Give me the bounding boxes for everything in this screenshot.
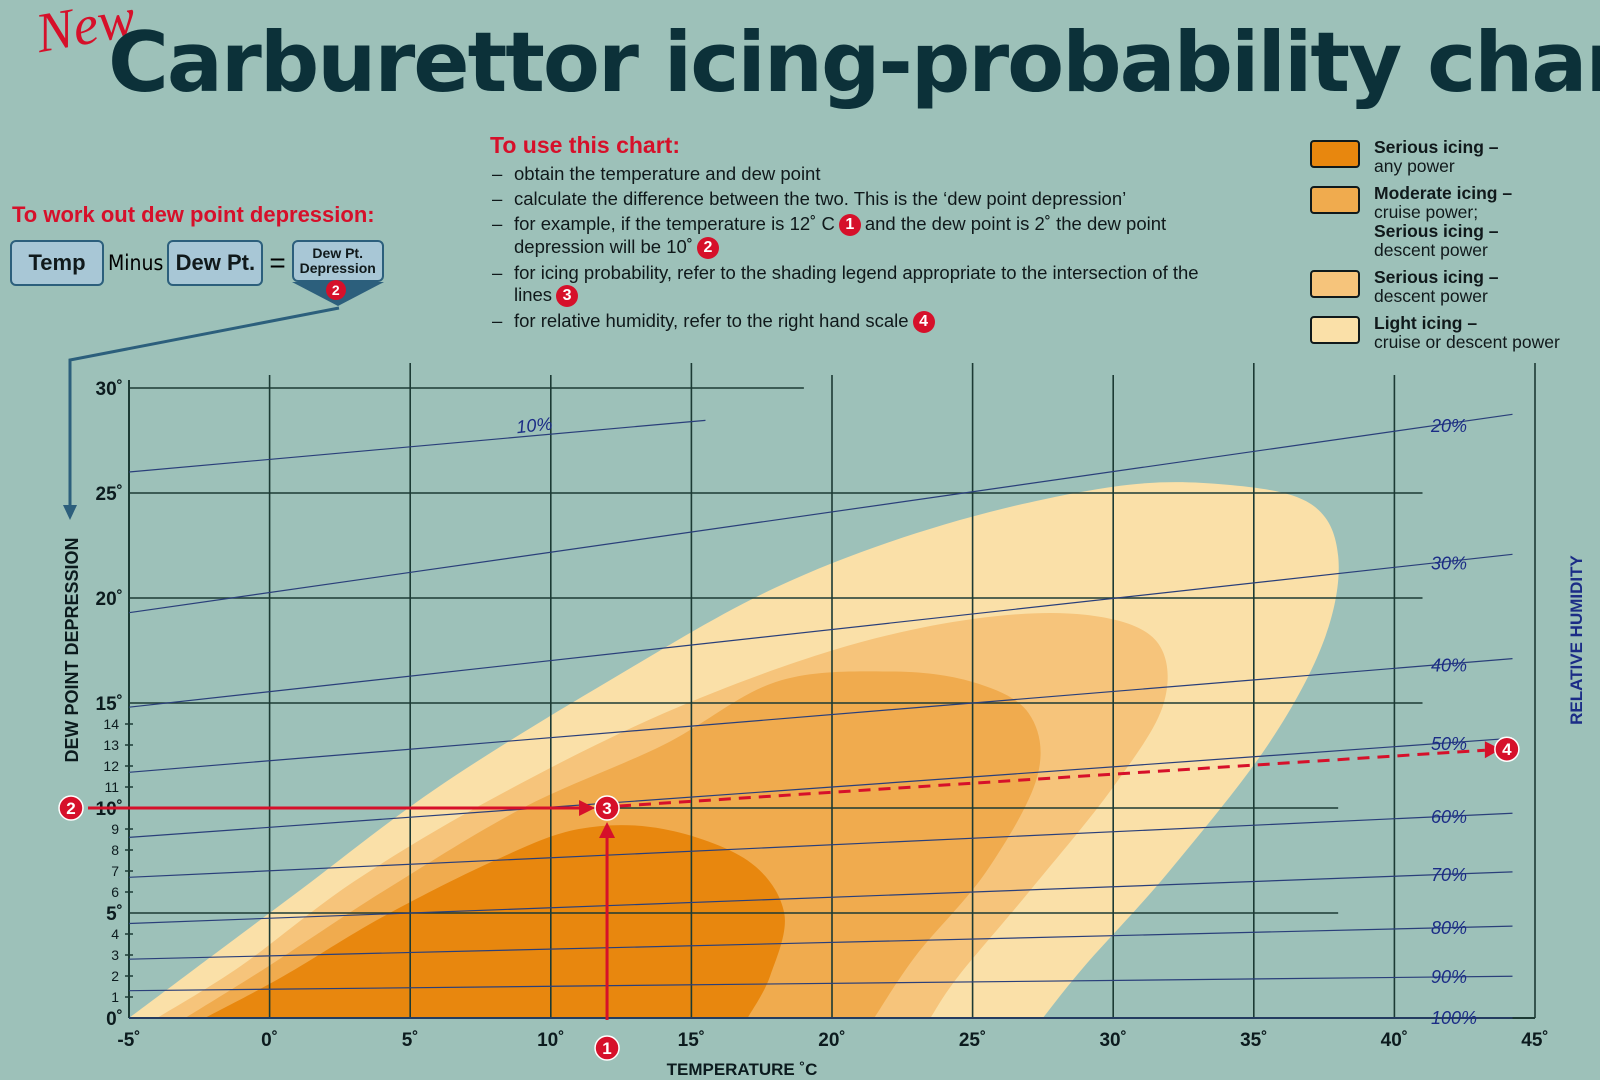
x-tick-label: 20˚ (818, 1030, 845, 1051)
instruction-item: for example, if the temperature is 12˚ C… (490, 213, 1210, 260)
y-tick-label: 15˚ (96, 694, 123, 715)
x-tick-label: 30˚ (1099, 1030, 1126, 1051)
humidity-label: 50% (1431, 734, 1467, 754)
y-tick-label: 30˚ (96, 379, 123, 400)
humidity-line (128, 419, 706, 473)
y-minor-tick-label: 4 (111, 926, 119, 942)
connector-arrowhead (63, 505, 77, 520)
instruction-item: obtain the temperature and dew point (490, 163, 1210, 185)
legend-item-light: Light icing – cruise or descent power (1310, 314, 1600, 352)
humidity-label: 40% (1431, 655, 1467, 675)
depression-connector (68, 306, 340, 510)
legend-item-moderate: Moderate icing – cruise power; Serious ici… (1310, 184, 1600, 260)
chart-marker-2 (58, 795, 84, 821)
y-minor-tick-label: 13 (103, 737, 119, 753)
dew-point-equation: Temp Minus Dew Pt. = Dew Pt. Depression … (10, 240, 384, 306)
depression-box: Dew Pt. Depression 2 (291, 240, 384, 306)
humidity-label: 10% (515, 414, 553, 438)
y-minor-tick-label: 1 (111, 989, 119, 1005)
humidity-line (128, 737, 1513, 838)
humidity-line (128, 413, 1513, 614)
humidity-label: 90% (1431, 967, 1467, 987)
humidity-line (128, 975, 1513, 992)
y-tick-label: 25˚ (96, 484, 123, 505)
y-tick-label: 0˚ (106, 1009, 123, 1030)
chart-marker-3 (594, 795, 620, 821)
marker-1: 1 (838, 214, 861, 237)
legend-swatch (1310, 270, 1360, 298)
x-tick-label: 15˚ (678, 1030, 705, 1051)
legend-swatch (1310, 316, 1360, 344)
y-minor-tick-label: 7 (111, 863, 119, 879)
y-tick-label: 5˚ (106, 904, 123, 925)
x-tick-label: 35˚ (1240, 1030, 1267, 1051)
humidity-label: 100% (1431, 1008, 1477, 1028)
y-minor-tick-label: 11 (104, 779, 119, 795)
y-minor-tick-label: 6 (111, 884, 119, 900)
humidity-label: 60% (1431, 807, 1467, 827)
chart-marker-2-label: 2 (66, 799, 75, 818)
minus-label: Minus (108, 251, 164, 275)
x-tick-label: -5˚ (117, 1030, 140, 1051)
y-minor-tick-label: 9 (111, 821, 119, 837)
example-right-arrowhead (579, 800, 596, 816)
humidity-label: 80% (1431, 918, 1467, 938)
dew-point-calc-heading: To work out dew point depression: (12, 202, 375, 227)
example-rh-line (618, 748, 1485, 808)
y-minor-tick-label: 8 (111, 842, 119, 858)
humidity-line (128, 553, 1513, 708)
dew-pt-box: Dew Pt. (167, 240, 264, 286)
x-tick-label: 10˚ (537, 1030, 564, 1051)
humidity-line (128, 871, 1513, 925)
marker-4: 4 (912, 311, 935, 334)
x-tick-label: 5˚ (402, 1030, 419, 1051)
example-up-arrowhead (599, 822, 616, 838)
legend-item-serious-descent: Serious icing – descent power (1310, 268, 1600, 306)
page-title: Carburettor icing-probability chart (108, 14, 1600, 111)
humidity-label: 30% (1431, 553, 1467, 573)
x-tick-label: 45˚ (1521, 1030, 1548, 1051)
instructions-list: obtain the temperature and dew point cal… (490, 163, 1210, 334)
x-axis-title: TEMPERATURE ˚C (667, 1060, 818, 1079)
y-minor-tick-label: 2 (111, 968, 119, 984)
y-minor-tick-label: 14 (103, 716, 119, 732)
equals-sign: = (269, 247, 286, 278)
instruction-item: for icing probability, refer to the shad… (490, 262, 1210, 308)
legend-swatch (1310, 186, 1360, 214)
y-axis-title: DEW POINT DEPRESSION (62, 537, 82, 762)
humidity-label: 20% (1430, 416, 1467, 436)
humidity-label: 70% (1431, 865, 1467, 885)
humidity-line (128, 658, 1513, 773)
temp-box: Temp (10, 240, 104, 286)
y-minor-tick-label: 12 (103, 758, 119, 774)
icing-region-3 (204, 825, 785, 1018)
chart-marker-1-label: 1 (602, 1039, 611, 1058)
x-tick-label: 0˚ (261, 1030, 278, 1051)
instructions-heading: To use this chart: (490, 132, 680, 158)
y-tick-label: 20˚ (96, 589, 123, 610)
chart-marker-4 (1494, 736, 1520, 762)
legend-item-serious-any: Serious icing – any power (1310, 138, 1600, 176)
chart-marker-4-label: 4 (1502, 740, 1512, 759)
chart-marker-3-label: 3 (602, 799, 611, 818)
y-minor-tick-label: 3 (111, 947, 119, 963)
marker-2-calc: 2 (325, 280, 346, 300)
y2-axis-title: RELATIVE HUMIDITY (1567, 554, 1586, 724)
instructions-panel: To use this chart: obtain the temperatur… (490, 132, 1210, 336)
instruction-item: for relative humidity, refer to the righ… (490, 310, 1210, 334)
legend-swatch (1310, 140, 1360, 168)
chart-marker-1 (594, 1035, 620, 1061)
instruction-item: calculate the difference between the two… (490, 188, 1210, 210)
marker-2: 2 (696, 237, 719, 260)
legend: Serious icing – any power Moderate icing … (1310, 138, 1600, 360)
x-tick-label: 40˚ (1381, 1030, 1408, 1051)
example-rh-arrowhead (1484, 741, 1501, 759)
humidity-line (128, 812, 1513, 878)
marker-3: 3 (556, 285, 579, 308)
humidity-line (128, 925, 1513, 960)
x-tick-label: 25˚ (959, 1030, 986, 1051)
